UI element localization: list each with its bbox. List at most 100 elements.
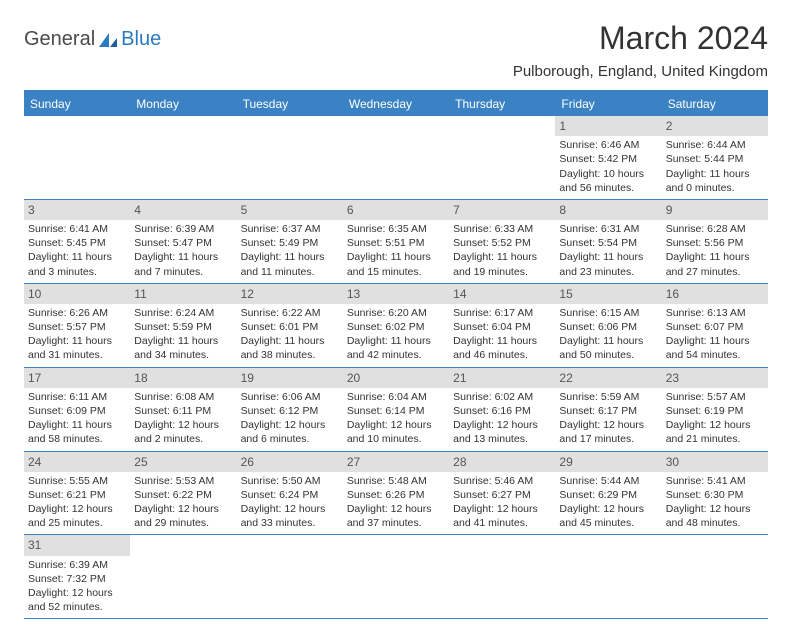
week-row: 17Sunrise: 6:11 AMSunset: 6:09 PMDayligh…	[24, 368, 768, 452]
sunrise-line: Sunrise: 5:48 AM	[347, 474, 445, 488]
day-number: 21	[449, 368, 555, 388]
day-cell	[237, 535, 343, 618]
day-number: 27	[343, 452, 449, 472]
day-header: Wednesday	[343, 92, 449, 116]
day-number: 18	[130, 368, 236, 388]
day-cell: 5Sunrise: 6:37 AMSunset: 5:49 PMDaylight…	[237, 200, 343, 283]
day-number: 10	[24, 284, 130, 304]
day-cell: 19Sunrise: 6:06 AMSunset: 6:12 PMDayligh…	[237, 368, 343, 451]
day-cell: 15Sunrise: 6:15 AMSunset: 6:06 PMDayligh…	[555, 284, 661, 367]
day-headers-row: SundayMondayTuesdayWednesdayThursdayFrid…	[24, 92, 768, 116]
daylight-line-2: and 19 minutes.	[453, 265, 551, 279]
daylight-line-1: Daylight: 11 hours	[453, 250, 551, 264]
sunrise-line: Sunrise: 6:33 AM	[453, 222, 551, 236]
daylight-line-2: and 21 minutes.	[666, 432, 764, 446]
daylight-line-2: and 42 minutes.	[347, 348, 445, 362]
sunset-line: Sunset: 6:06 PM	[559, 320, 657, 334]
sunrise-line: Sunrise: 5:50 AM	[241, 474, 339, 488]
sunset-line: Sunset: 5:56 PM	[666, 236, 764, 250]
daylight-line-1: Daylight: 10 hours	[559, 167, 657, 181]
daylight-line-1: Daylight: 12 hours	[559, 418, 657, 432]
logo-text-general: General	[24, 28, 95, 51]
sunrise-line: Sunrise: 5:46 AM	[453, 474, 551, 488]
day-cell	[24, 116, 130, 199]
sunset-line: Sunset: 6:21 PM	[28, 488, 126, 502]
sunset-line: Sunset: 6:07 PM	[666, 320, 764, 334]
daylight-line-2: and 48 minutes.	[666, 516, 764, 530]
daylight-line-1: Daylight: 11 hours	[28, 250, 126, 264]
sunset-line: Sunset: 6:14 PM	[347, 404, 445, 418]
week-row: 31Sunrise: 6:39 AMSunset: 7:32 PMDayligh…	[24, 535, 768, 619]
day-cell: 16Sunrise: 6:13 AMSunset: 6:07 PMDayligh…	[662, 284, 768, 367]
day-header: Friday	[555, 92, 661, 116]
sunset-line: Sunset: 5:54 PM	[559, 236, 657, 250]
day-cell: 9Sunrise: 6:28 AMSunset: 5:56 PMDaylight…	[662, 200, 768, 283]
week-row: 1Sunrise: 6:46 AMSunset: 5:42 PMDaylight…	[24, 116, 768, 200]
sunset-line: Sunset: 6:24 PM	[241, 488, 339, 502]
day-cell: 23Sunrise: 5:57 AMSunset: 6:19 PMDayligh…	[662, 368, 768, 451]
sunrise-line: Sunrise: 5:55 AM	[28, 474, 126, 488]
day-cell	[343, 535, 449, 618]
day-number: 20	[343, 368, 449, 388]
day-number: 15	[555, 284, 661, 304]
day-number: 8	[555, 200, 661, 220]
day-number: 24	[24, 452, 130, 472]
daylight-line-1: Daylight: 12 hours	[28, 502, 126, 516]
daylight-line-2: and 56 minutes.	[559, 181, 657, 195]
day-number: 2	[662, 116, 768, 136]
daylight-line-2: and 2 minutes.	[134, 432, 232, 446]
sunset-line: Sunset: 5:42 PM	[559, 152, 657, 166]
daylight-line-2: and 54 minutes.	[666, 348, 764, 362]
sunset-line: Sunset: 5:59 PM	[134, 320, 232, 334]
day-number: 4	[130, 200, 236, 220]
sunset-line: Sunset: 6:22 PM	[134, 488, 232, 502]
sunrise-line: Sunrise: 6:44 AM	[666, 138, 764, 152]
location-subtitle: Pulborough, England, United Kingdom	[513, 63, 768, 80]
day-cell: 1Sunrise: 6:46 AMSunset: 5:42 PMDaylight…	[555, 116, 661, 199]
sunset-line: Sunset: 6:09 PM	[28, 404, 126, 418]
sunset-line: Sunset: 6:17 PM	[559, 404, 657, 418]
sunset-line: Sunset: 6:01 PM	[241, 320, 339, 334]
sunset-line: Sunset: 5:47 PM	[134, 236, 232, 250]
daylight-line-2: and 7 minutes.	[134, 265, 232, 279]
daylight-line-1: Daylight: 11 hours	[666, 167, 764, 181]
day-number: 30	[662, 452, 768, 472]
sunrise-line: Sunrise: 6:02 AM	[453, 390, 551, 404]
daylight-line-1: Daylight: 12 hours	[453, 418, 551, 432]
day-number: 9	[662, 200, 768, 220]
daylight-line-2: and 0 minutes.	[666, 181, 764, 195]
calendar: SundayMondayTuesdayWednesdayThursdayFrid…	[24, 90, 768, 619]
daylight-line-1: Daylight: 11 hours	[666, 334, 764, 348]
sunrise-line: Sunrise: 5:44 AM	[559, 474, 657, 488]
daylight-line-1: Daylight: 12 hours	[347, 418, 445, 432]
sunrise-line: Sunrise: 6:37 AM	[241, 222, 339, 236]
daylight-line-2: and 3 minutes.	[28, 265, 126, 279]
day-number: 3	[24, 200, 130, 220]
daylight-line-2: and 58 minutes.	[28, 432, 126, 446]
sunrise-line: Sunrise: 6:31 AM	[559, 222, 657, 236]
day-cell: 17Sunrise: 6:11 AMSunset: 6:09 PMDayligh…	[24, 368, 130, 451]
daylight-line-1: Daylight: 11 hours	[453, 334, 551, 348]
sunrise-line: Sunrise: 6:39 AM	[134, 222, 232, 236]
daylight-line-2: and 37 minutes.	[347, 516, 445, 530]
day-header: Sunday	[24, 92, 130, 116]
daylight-line-1: Daylight: 12 hours	[134, 502, 232, 516]
sunrise-line: Sunrise: 6:04 AM	[347, 390, 445, 404]
daylight-line-1: Daylight: 12 hours	[28, 586, 126, 600]
sunset-line: Sunset: 6:30 PM	[666, 488, 764, 502]
sunset-line: Sunset: 6:11 PM	[134, 404, 232, 418]
sunset-line: Sunset: 7:32 PM	[28, 572, 126, 586]
daylight-line-1: Daylight: 11 hours	[347, 250, 445, 264]
daylight-line-1: Daylight: 11 hours	[28, 418, 126, 432]
daylight-line-1: Daylight: 12 hours	[241, 502, 339, 516]
daylight-line-2: and 13 minutes.	[453, 432, 551, 446]
sunset-line: Sunset: 6:04 PM	[453, 320, 551, 334]
sunset-line: Sunset: 5:57 PM	[28, 320, 126, 334]
sunset-line: Sunset: 6:19 PM	[666, 404, 764, 418]
daylight-line-1: Daylight: 11 hours	[559, 250, 657, 264]
day-cell	[449, 116, 555, 199]
day-number: 23	[662, 368, 768, 388]
daylight-line-1: Daylight: 11 hours	[666, 250, 764, 264]
day-cell: 22Sunrise: 5:59 AMSunset: 6:17 PMDayligh…	[555, 368, 661, 451]
daylight-line-2: and 10 minutes.	[347, 432, 445, 446]
